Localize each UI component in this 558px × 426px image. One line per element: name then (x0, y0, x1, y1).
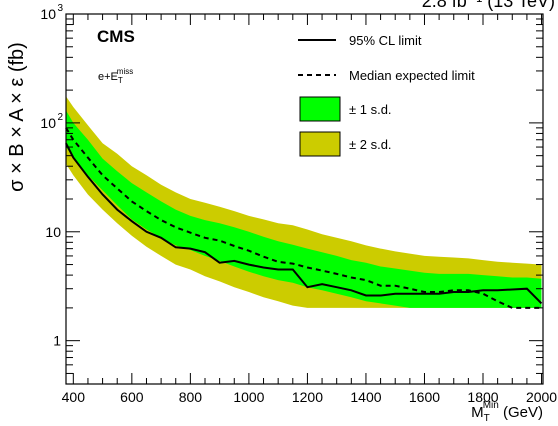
channel-label-main: e+E (98, 71, 118, 83)
legend-item-observed: 95% CL limit (349, 33, 422, 48)
y-tick-label: 1 (53, 333, 61, 349)
y-tick-label: 10 (40, 6, 56, 22)
channel-label-sub: T (118, 76, 123, 85)
legend-item-2sd: ± 2 s.d. (349, 137, 392, 152)
y-tick-label: 10 (45, 224, 61, 240)
axes (65, 13, 544, 385)
uncertainty-bands (66, 96, 542, 308)
x-tick-label: 1000 (233, 389, 264, 405)
legend: 95% CL limit Median expected limit ± 1 s… (298, 33, 475, 157)
x-tick-label: 1600 (409, 389, 440, 405)
observed-limit-line (65, 142, 543, 305)
x-axis-title-sub: T (484, 413, 490, 424)
x-tick-label: 1400 (350, 389, 381, 405)
channel-label-sup: miss (117, 67, 133, 76)
header-lumi-label: 2.8 fb⁻¹ (13 TeV) (422, 0, 555, 11)
band-2sd (66, 96, 542, 308)
x-tick-label: 800 (179, 389, 203, 405)
band-1sd (66, 110, 542, 308)
y-tick-label-exponent: 3 (57, 3, 63, 14)
legend-item-1sd: ± 1 s.d. (349, 102, 392, 117)
x-axis-title-main: M (471, 404, 484, 421)
x-tick-label: 400 (62, 389, 86, 405)
channel-label: e+ETmiss (98, 67, 133, 85)
x-axis-title-sup: Min (483, 400, 499, 411)
x-axis-title-unit: (GeV) (499, 404, 543, 421)
x-tick-label: 2000 (526, 389, 557, 405)
legend-2sd-swatch (299, 131, 341, 157)
x-axis-title: MT Min (GeV) (471, 400, 543, 424)
y-tick-label: 10 (40, 115, 56, 131)
x-tick-label: 1800 (467, 389, 498, 405)
x-tick-label: 600 (120, 389, 144, 405)
limit-lines (65, 127, 543, 309)
x-tick-label: 1200 (292, 389, 323, 405)
legend-1sd-swatch (299, 96, 341, 122)
legend-item-expected: Median expected limit (349, 68, 475, 83)
y-axis-title: σ × B × A × ε (fb) (6, 42, 28, 192)
expected-limit-line (65, 127, 542, 309)
y-tick-label-exponent: 2 (57, 112, 63, 123)
experiment-label: CMS (97, 27, 135, 46)
